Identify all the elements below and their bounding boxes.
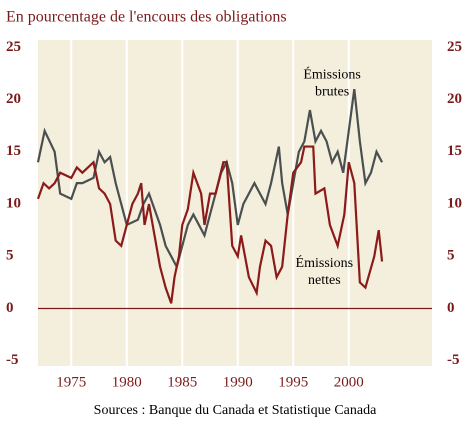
y-tick-label: -5 — [6, 352, 19, 368]
y-tick-label: 5 — [6, 248, 14, 264]
source: Sources : Banque du Canada et Statistiqu… — [94, 403, 377, 418]
annotation: nettes — [308, 273, 341, 288]
annotation: brutes — [315, 85, 349, 100]
line — [36, 145, 384, 304]
y-tick-label: 15 — [6, 143, 21, 159]
y-tick-label: 0 — [6, 300, 14, 316]
x-tick-label: 1995 — [278, 374, 308, 390]
y-tick-label: 0 — [447, 300, 455, 316]
y-tick-label: 25 — [6, 39, 21, 55]
x-tick-label: 1990 — [223, 374, 253, 390]
y-tick-label: 5 — [447, 248, 455, 264]
y-tick-label: 25 — [447, 39, 462, 55]
y-tick-label: -5 — [447, 352, 460, 368]
y-tick-label: 15 — [447, 143, 462, 159]
x-tick-label: 1985 — [167, 374, 197, 390]
chart-title: En pourcentage de l'encours des obligati… — [6, 9, 287, 26]
annotation: Émissions — [303, 66, 361, 83]
x-tick-label: 1980 — [112, 374, 142, 390]
y-tick-label: 20 — [447, 91, 462, 107]
annotation: Émissions — [296, 254, 354, 271]
x-tick-label: 2000 — [334, 374, 364, 390]
y-tick-label: 20 — [6, 91, 21, 107]
line — [36, 88, 384, 270]
y-tick-label: 10 — [447, 195, 462, 211]
x-tick-label: 1975 — [56, 374, 86, 390]
y-tick-label: 10 — [6, 195, 21, 211]
